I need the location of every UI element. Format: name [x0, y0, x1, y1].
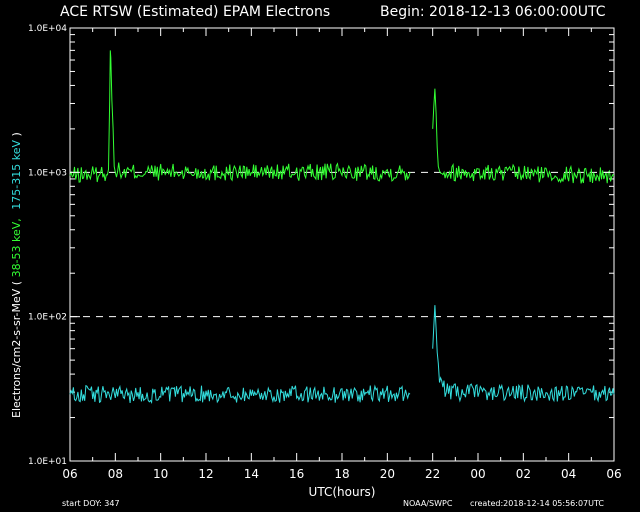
y-axis-ticks: 1.0E+01 1.0E+02 1.0E+03 1.0E+04	[28, 24, 614, 467]
y-tick-label: 1.0E+04	[28, 24, 67, 34]
series-line-s1	[432, 88, 615, 184]
y-tick-label: 1.0E+01	[28, 457, 67, 467]
y-axis-label: Electrons/cm2-s-sr-MeV ( 38-53 keV, 175-…	[10, 132, 23, 418]
footer-created: created:2018-12-14 05:56:07UTC	[470, 499, 604, 508]
x-tick-label: 14	[244, 467, 259, 481]
x-tick-label: 04	[561, 467, 576, 481]
chart-title-right: Begin: 2018-12-13 06:00:00UTC	[380, 4, 606, 20]
y-axis-label-series1: 38-53 keV,	[10, 218, 23, 277]
y-tick-label: 1.0E+02	[28, 313, 67, 323]
y-axis-label-series2: 175-315 keV	[10, 139, 23, 209]
y-tick-label: 1.0E+03	[28, 168, 67, 178]
y-axis-label-close: )	[10, 132, 23, 140]
x-tick-label: 18	[334, 467, 349, 481]
y-axis-label-units: Electrons/cm2-s-sr-MeV (	[10, 277, 23, 418]
series-line-s1	[69, 50, 411, 183]
x-tick-label: 22	[425, 467, 440, 481]
x-axis-ticks: 06 08 10 12 14 16 18 20 22 00 02 04 06	[62, 28, 622, 481]
x-tick-label: 00	[470, 467, 485, 481]
x-tick-label: 20	[380, 467, 395, 481]
chart-title-left: ACE RTSW (Estimated) EPAM Electrons	[60, 4, 330, 20]
x-tick-label: 02	[516, 467, 531, 481]
series-line-s2	[69, 384, 411, 405]
x-tick-label: 06	[606, 467, 621, 481]
x-tick-label: 08	[108, 467, 123, 481]
x-axis-label: UTC(hours)	[309, 485, 376, 499]
x-tick-label: 10	[153, 467, 168, 481]
x-tick-label: 12	[198, 467, 213, 481]
x-tick-label: 06	[62, 467, 77, 481]
series-line-s2	[432, 305, 615, 403]
footer-start-doy: start DOY: 347	[62, 499, 120, 508]
series-layer	[69, 50, 615, 405]
x-tick-label: 16	[289, 467, 304, 481]
footer-agency: NOAA/SWPC	[403, 499, 453, 508]
